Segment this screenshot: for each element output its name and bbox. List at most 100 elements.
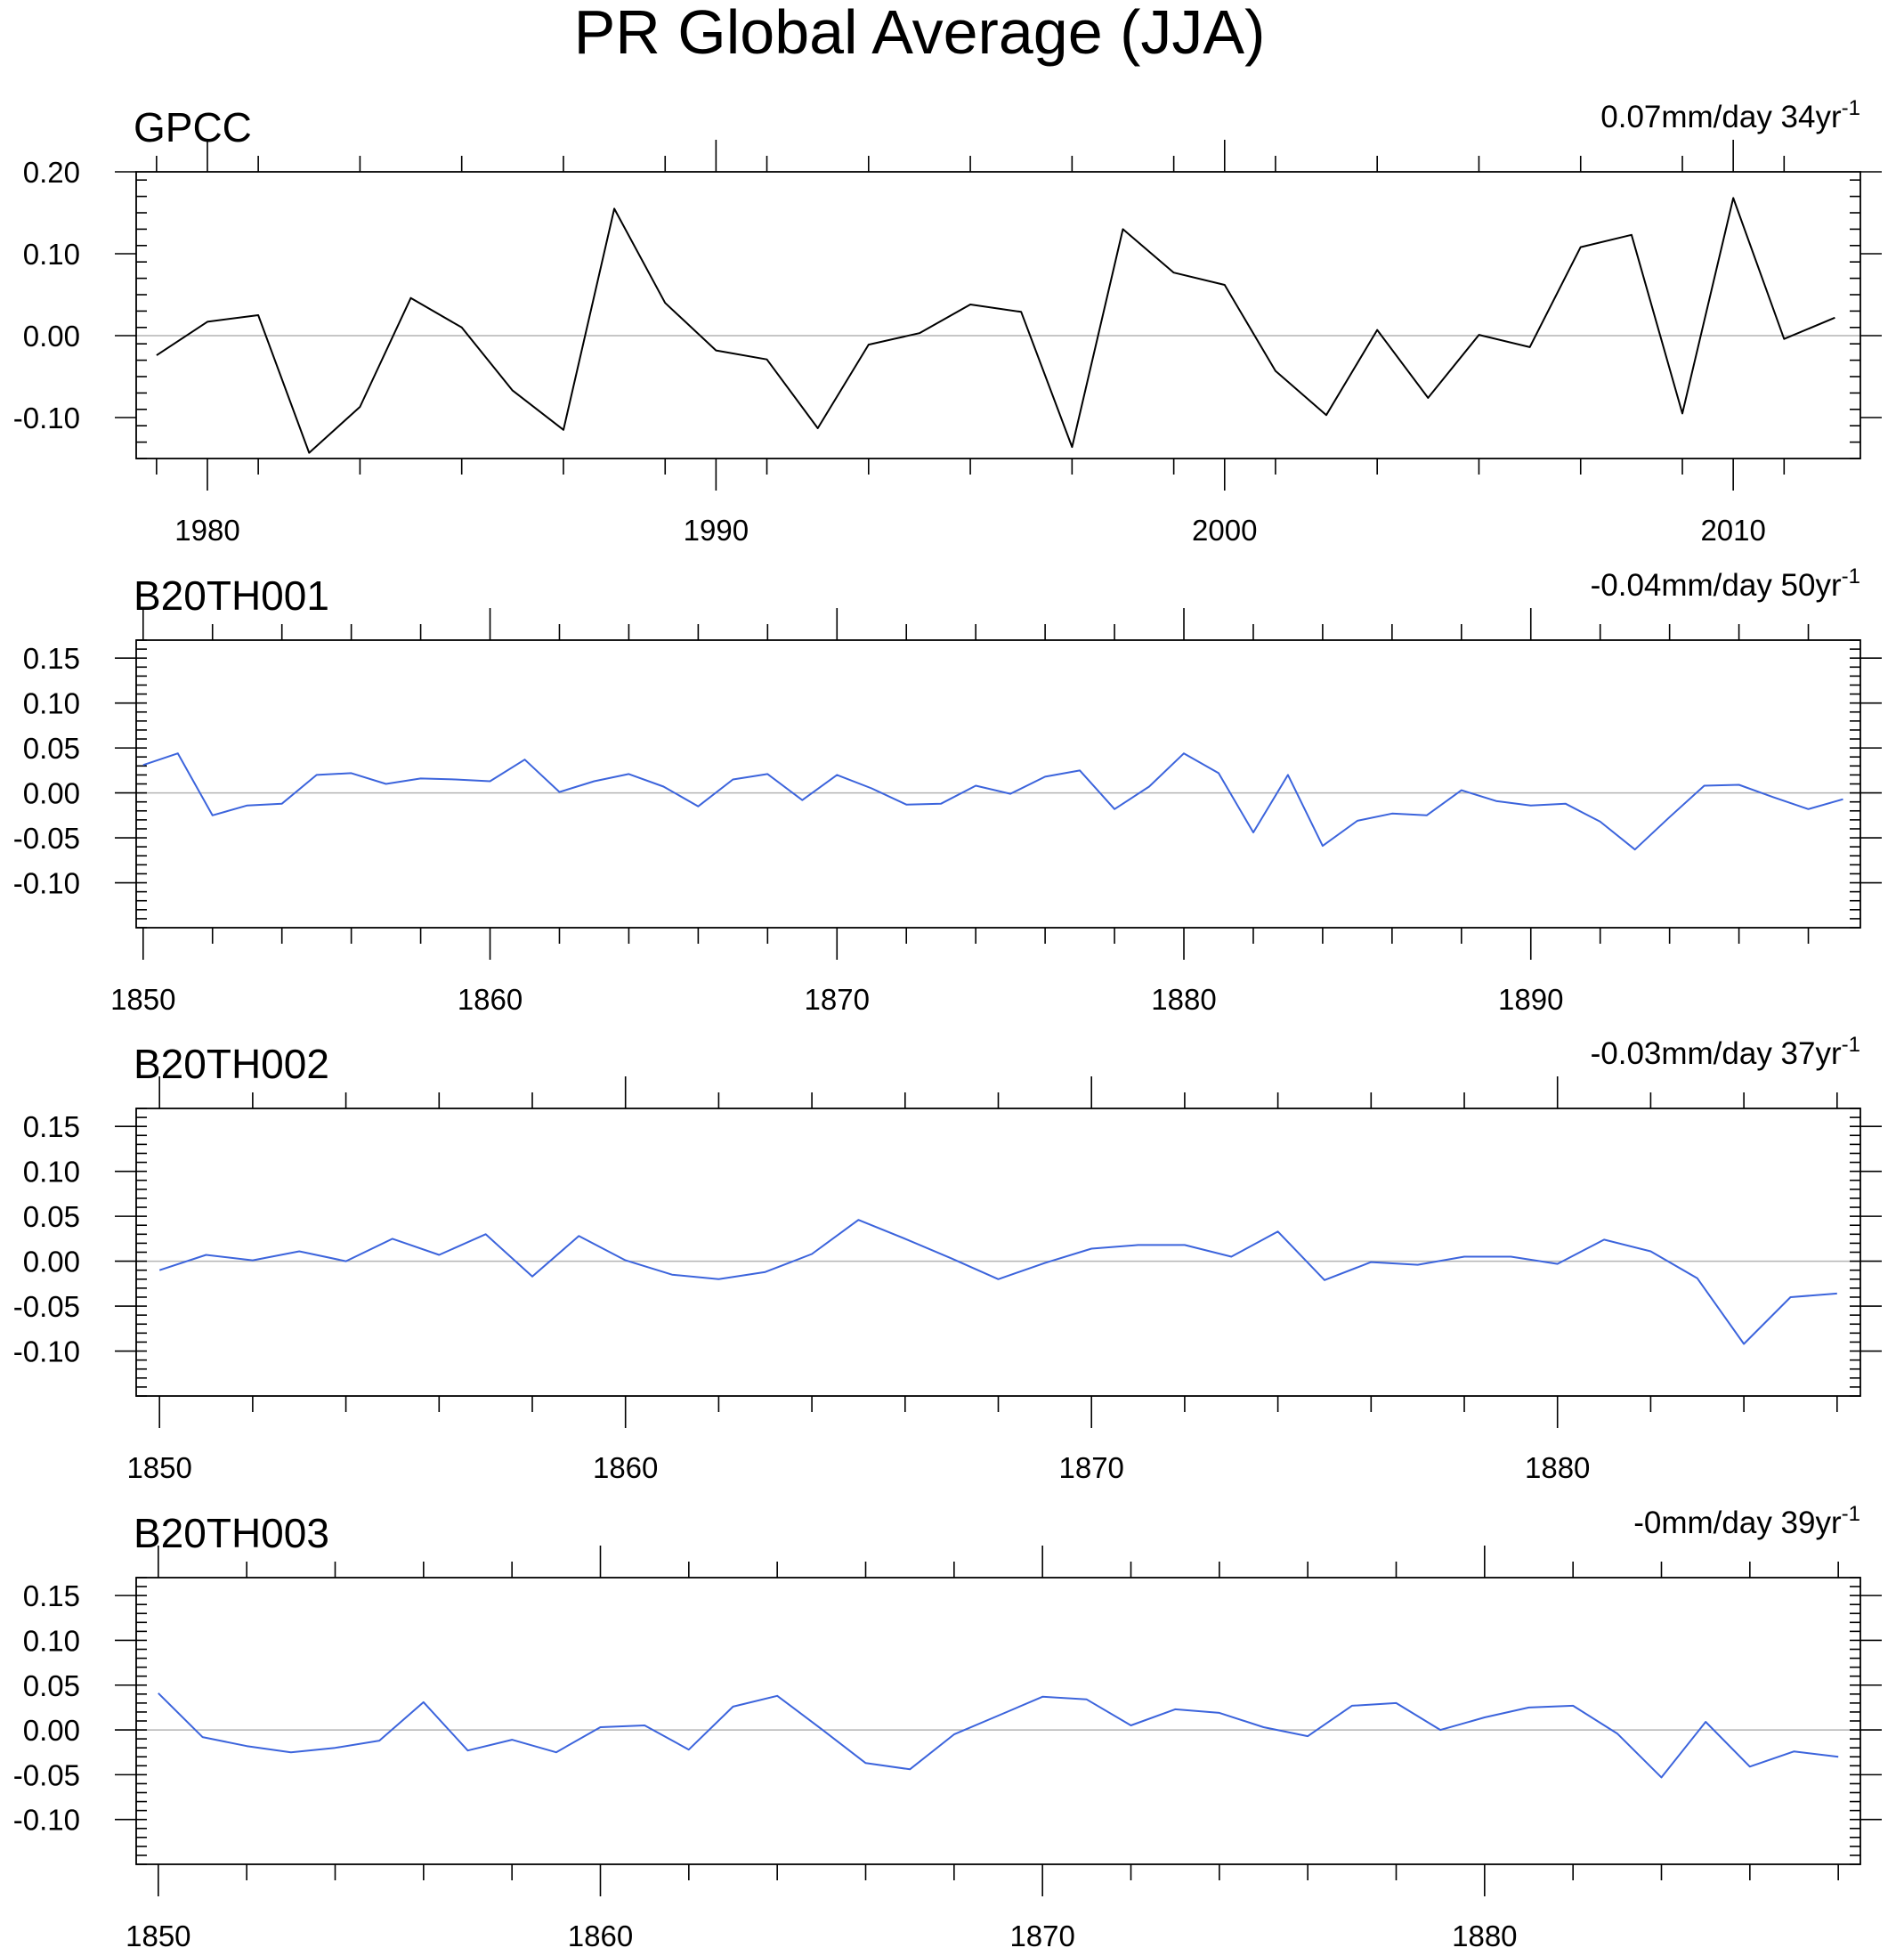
data-point [555, 1750, 558, 1754]
data-point [997, 1714, 1001, 1717]
data-point [245, 1744, 248, 1748]
data-point [510, 1738, 514, 1741]
data-point [1630, 233, 1633, 237]
data-point [176, 751, 180, 755]
trend-annotation: -0.04mm/day 50yr-1 [1591, 564, 1860, 603]
data-point [1529, 804, 1533, 808]
data-point [251, 1259, 255, 1262]
x-tick-label: 1850 [126, 1451, 191, 1484]
x-tick-label: 1870 [1058, 1451, 1123, 1484]
data-point [800, 799, 804, 802]
data-point [1788, 1295, 1792, 1299]
x-tick-label: 2010 [1700, 514, 1765, 547]
y-tick-label: -0.05 [13, 822, 80, 855]
y-tick-label: 0.15 [23, 642, 80, 675]
data-point [1252, 831, 1255, 834]
data-point [1462, 1255, 1466, 1259]
data-point [661, 785, 665, 789]
data-point [256, 313, 260, 317]
data-point [714, 349, 717, 353]
y-tick-label: 0.15 [23, 1579, 80, 1612]
data-point [409, 296, 413, 300]
data-point [297, 1249, 301, 1253]
y-tick-label: 0.10 [23, 238, 80, 271]
data-point [1182, 751, 1186, 755]
data-point [687, 1748, 691, 1751]
y-tick-label: 0.00 [23, 777, 80, 810]
panel-label: B20TH001 [134, 572, 329, 619]
panel-gpcc: 0.20 0.10 0.00 -0.10 1980 1990 2000 2010 GPCC 0.0… [13, 96, 1882, 547]
data-point [1842, 798, 1845, 801]
data-point [377, 1739, 381, 1742]
data-point [1130, 1724, 1133, 1727]
data-point [816, 426, 820, 430]
data-point [592, 779, 596, 783]
x-tick-label: 1870 [1009, 1919, 1074, 1952]
x-tick-label: 2000 [1192, 514, 1257, 547]
data-point [918, 331, 921, 335]
x-tick-label: 1990 [684, 514, 749, 547]
data-point [350, 771, 353, 775]
data-point [437, 1254, 441, 1257]
data-point [766, 772, 769, 775]
panels-container: 0.20 0.10 0.00 -0.10 1980 1990 2000 2010 GPCC 0.0… [13, 96, 1882, 1952]
data-point [1325, 413, 1328, 417]
data-point [1616, 1732, 1619, 1735]
data-point [1375, 329, 1379, 332]
data-point [391, 1237, 394, 1240]
data-point [1262, 1725, 1266, 1729]
data-point [599, 1725, 603, 1729]
data-point [775, 1694, 779, 1698]
y-tick-label: 0.05 [23, 1200, 80, 1233]
data-point [155, 353, 158, 357]
data-point [1323, 1278, 1326, 1282]
data-point [1748, 1765, 1752, 1768]
data-point [1183, 1243, 1187, 1246]
x-tick-label: 1860 [458, 983, 523, 1016]
data-point [1306, 1734, 1309, 1738]
data-point [766, 358, 769, 361]
panel-b20th003: 0.15 0.10 0.05 0.00 -0.05 -0.10 1850 1860 1870 18… [13, 1502, 1882, 1952]
data-point [1579, 246, 1583, 249]
data-point [1121, 227, 1124, 231]
y-tick-label: 0.05 [23, 732, 80, 765]
data-point [1438, 1728, 1442, 1732]
data-point [246, 804, 249, 808]
data-point [696, 805, 700, 808]
panel-b20th001: 0.15 0.10 0.05 0.00 -0.05 -0.10 1850 1860 1870 18… [13, 564, 1882, 1016]
data-point [1137, 1243, 1140, 1246]
data-point [205, 1254, 208, 1257]
data-point [307, 451, 311, 455]
data-point [1564, 802, 1568, 806]
data-point [952, 1733, 956, 1736]
plot-frame [135, 639, 1861, 929]
data-point [856, 1218, 860, 1221]
x-tick-label: 1870 [805, 983, 870, 1016]
data-point [315, 773, 319, 776]
y-tick-label: -0.10 [13, 1804, 80, 1837]
data-point [1704, 1720, 1707, 1724]
data-point [1113, 808, 1116, 811]
y-tick-label: 0.15 [23, 1110, 80, 1143]
data-point [1390, 812, 1394, 816]
data-point [643, 1724, 646, 1727]
data-point [1742, 1342, 1746, 1345]
data-point [1395, 1701, 1398, 1705]
y-tick-label: 0.00 [23, 1714, 80, 1747]
data-point [1772, 796, 1776, 799]
data-point [1286, 773, 1290, 776]
data-point [289, 1750, 293, 1754]
data-point [1043, 775, 1047, 778]
data-point [764, 1270, 767, 1274]
panel-label: B20TH002 [134, 1041, 329, 1087]
data-point [1681, 411, 1684, 415]
data-point [1085, 1698, 1089, 1701]
panel-label: B20TH003 [134, 1510, 329, 1556]
data-point [950, 1257, 953, 1261]
data-point [385, 783, 388, 786]
data-point [835, 773, 839, 776]
series-line [158, 1692, 1839, 1779]
data-point [1274, 369, 1277, 373]
y-tick-label: 0.20 [23, 156, 80, 189]
